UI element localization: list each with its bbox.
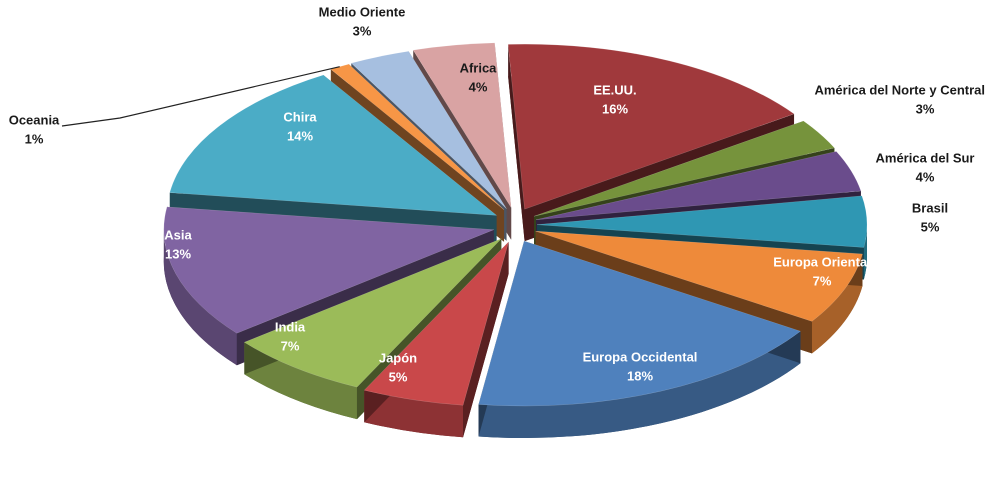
slice [478,240,801,407]
slice [533,120,835,217]
category-label: Chira [283,109,317,124]
value-label: 4% [469,79,488,94]
category-label: Europa Occidental [583,349,698,364]
value-label: 18% [627,368,653,383]
slice [535,230,863,322]
leader-line [61,66,340,127]
category-label: Oceania [9,112,60,127]
value-label: 13% [165,246,191,261]
slice-rim [863,224,867,280]
slice-rim [811,253,863,354]
category-label: India [275,319,306,334]
slice-rim [364,390,464,438]
slice [169,74,498,216]
slice-rim [478,331,801,439]
value-label: 4% [916,169,935,184]
slice [163,206,494,334]
category-label: EE.UU. [593,82,636,97]
value-label: 5% [389,369,408,384]
slice [535,151,862,221]
value-label: 7% [281,338,300,353]
slice [412,42,512,208]
slice [243,238,502,388]
category-label: Europa Oriental [773,254,871,269]
category-label: Africa [460,60,498,75]
category-label: Brasil [912,200,948,215]
value-label: 14% [287,128,313,143]
value-label: 5% [921,219,940,234]
value-label: 7% [813,273,832,288]
value-label: 1% [25,131,44,146]
slice-edge [508,44,525,242]
slice [363,241,509,406]
category-label: América del Norte y Central [814,82,985,97]
slice-edge [463,241,509,438]
value-label: 3% [916,101,935,116]
slice-rim [163,229,237,366]
slice [536,195,868,248]
slice [507,43,795,210]
slice [350,50,507,209]
category-label: Medio Oriente [319,4,406,19]
category-label: Japón [379,350,417,365]
category-label: América del Sur [876,150,975,165]
value-label: 3% [353,23,372,38]
value-label: 16% [602,101,628,116]
category-label: Asia [164,227,192,242]
